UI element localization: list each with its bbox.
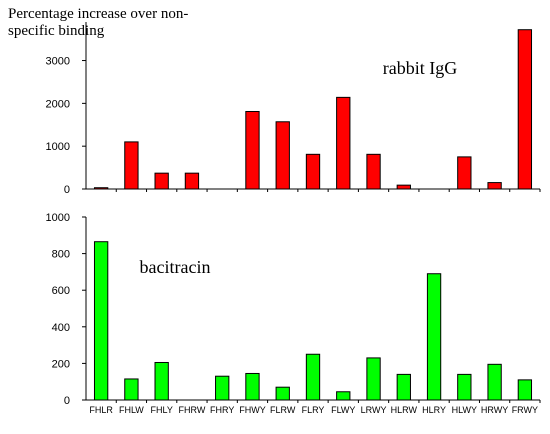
y-tick-label: 3000	[46, 56, 70, 68]
y-tick-label: 400	[52, 322, 70, 334]
bar	[518, 380, 531, 400]
x-tick-label: FLRY	[302, 405, 325, 415]
panel-bacitracin: 0 200 400 600 800 1000 FHLR FHLW FHLY FHRW FHRY FHW…	[46, 212, 540, 415]
x-tick-label: FHRW	[179, 405, 206, 415]
bar	[125, 142, 138, 189]
x-tick-label: HLRW	[391, 405, 418, 415]
y-tick-label: 1000	[46, 212, 70, 224]
y-tick-label: 800	[52, 249, 70, 261]
y-tick-label: 200	[52, 358, 70, 370]
bar	[94, 188, 107, 189]
panel-rabbit-igg: 0 1000 2000 3000 rabbit IgG	[46, 22, 540, 196]
x-tick-label: FHLR	[89, 405, 113, 415]
y-tick-label: 2000	[46, 98, 70, 110]
bar	[125, 379, 138, 400]
x-tick-label: LRWY	[361, 405, 387, 415]
bar	[397, 185, 410, 189]
bar	[185, 173, 198, 189]
bar	[246, 111, 259, 189]
bar	[397, 374, 410, 400]
bar	[337, 392, 350, 400]
bar	[155, 362, 168, 400]
x-tick-label: FLRW	[270, 405, 296, 415]
x-tick-label: HLWY	[452, 405, 477, 415]
bar	[306, 154, 319, 189]
bar	[458, 374, 471, 400]
y-tick-label: 1000	[46, 141, 70, 153]
bar	[216, 376, 229, 400]
x-tick-label: FLWY	[331, 405, 355, 415]
bar	[94, 242, 107, 400]
bar	[518, 30, 531, 189]
y-axis-title: Percentage increase over non-specific bi…	[8, 6, 208, 40]
y-tick-label: 0	[64, 184, 70, 196]
bar	[367, 358, 380, 400]
bar	[246, 373, 259, 400]
bar	[367, 154, 380, 189]
panel-title: rabbit IgG	[383, 58, 457, 78]
bar	[488, 364, 501, 400]
bar	[306, 354, 319, 400]
bar	[276, 387, 289, 400]
x-tick-label: FHLY	[150, 405, 172, 415]
panel-title: bacitracin	[140, 257, 211, 277]
bar	[155, 173, 168, 189]
x-tick-label: HLRY	[422, 405, 446, 415]
x-tick-label: HRWY	[481, 405, 508, 415]
bar	[276, 122, 289, 189]
y-tick-label: 600	[52, 285, 70, 297]
x-tick-label: FHWY	[239, 405, 266, 415]
bar	[488, 183, 501, 189]
y-tick-label: 0	[64, 395, 70, 407]
x-tick-label: FHRY	[210, 405, 234, 415]
bar	[337, 97, 350, 189]
bar	[458, 157, 471, 189]
x-tick-label: FHLW	[119, 405, 144, 415]
x-tick-label: FRWY	[512, 405, 538, 415]
bar	[427, 274, 440, 400]
